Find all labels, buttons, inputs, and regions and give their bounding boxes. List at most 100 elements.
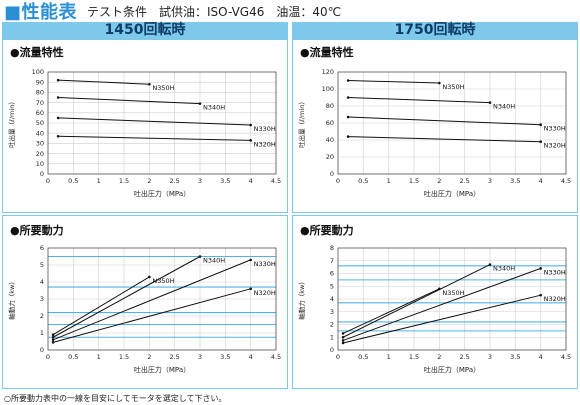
data-point (249, 258, 252, 262)
data-point (341, 332, 345, 335)
series-label-n340h: N340H (203, 257, 225, 265)
data-point (438, 81, 441, 85)
x-tick-label: 2.5 (459, 177, 469, 185)
y-tick-label: 6 (330, 270, 334, 278)
panel-power-1450 (2, 215, 288, 389)
x-tick-label: 4.5 (271, 177, 281, 185)
y-tick-label: 70 (36, 99, 44, 107)
series-label-n330h: N330H (544, 125, 566, 133)
x-tick-label: 2.5 (459, 353, 469, 361)
power-title-1450: ●所要動力 (10, 224, 64, 237)
x-tick-label: 3.5 (220, 177, 230, 185)
x-tick-label: 3 (198, 353, 202, 361)
series-line-n350h (52, 276, 150, 336)
y-tick-label: 10 (36, 160, 44, 168)
panel-flow-1750 (292, 39, 578, 213)
power-chart-1450: 0 0.5 1 1.5 2 2.5 3 3.5 4 4.5 0 1 2 3 4 5 6 吐出圧力（MPa） 軸動力（… (7, 244, 281, 374)
x-axis-label: 吐出圧力（MPa） (134, 365, 190, 374)
x-axis-label: 吐出圧力（MPa） (424, 365, 480, 374)
x-tick-label: 3 (198, 177, 202, 185)
data-point (249, 123, 252, 127)
x-tick-label: 1 (97, 177, 101, 185)
y-tick-label: 20 (36, 150, 44, 158)
data-point (198, 255, 202, 258)
y-tick-label: 2 (40, 312, 44, 320)
y-tick-label: 80 (36, 89, 44, 97)
data-point (148, 82, 151, 86)
y-tick-label: 0 (40, 346, 44, 354)
series-line-n340h (58, 97, 201, 105)
series-line-n340h (52, 256, 201, 338)
y-tick-label: 5 (40, 261, 44, 269)
x-tick-label: 4 (539, 177, 543, 185)
y-tick-label: 8 (330, 244, 334, 252)
y-tick-label: 2 (330, 321, 334, 329)
y-tick-label: 100 (32, 68, 44, 76)
data-point (56, 116, 60, 120)
series-label-n350h: N350H (152, 84, 174, 92)
data-point (198, 102, 202, 105)
x-tick-label: 2 (147, 177, 151, 185)
data-point (539, 140, 542, 143)
series-line-n320h (348, 136, 541, 143)
x-tick-label: 2 (437, 353, 441, 361)
series-line-n330h (52, 259, 251, 341)
series-line-n330h (342, 267, 541, 341)
data-point (148, 275, 151, 279)
data-point (341, 339, 345, 342)
data-point (51, 338, 55, 342)
data-point (51, 341, 55, 344)
series-label-n340h: N340H (203, 104, 225, 112)
y-tick-label: 40 (36, 129, 44, 137)
y-tick-label: 80 (326, 102, 334, 110)
y-tick-label: 0 (40, 170, 44, 178)
header: ■性能表 テスト条件 試供油：ISO-VG46 油温：40℃ (0, 0, 580, 23)
x-tick-label: 0.5 (68, 353, 78, 361)
data-point (51, 333, 55, 336)
panel-power-1750 (292, 215, 578, 389)
series-line-n330h (348, 116, 541, 126)
x-tick-label: 4.5 (271, 353, 281, 361)
column-header-1450: 1450回転時 (2, 22, 288, 39)
data-point (341, 335, 345, 339)
y-tick-label: 5 (330, 282, 334, 290)
series-line-n320h (52, 288, 251, 343)
plot-frame (337, 71, 567, 175)
series-label-n330h: N330H (544, 268, 566, 276)
x-tick-label: 4 (249, 353, 253, 361)
x-tick-label: 4 (539, 353, 543, 361)
x-tick-label: 3 (488, 177, 492, 185)
x-tick-label: 4 (249, 177, 253, 185)
y-tick-label: 7 (330, 257, 334, 265)
page-title: ■性能表 (4, 2, 78, 23)
series-label-n350h: N350H (442, 289, 464, 297)
y-tick-label: 1 (330, 333, 334, 341)
x-tick-label: 1 (387, 353, 391, 361)
x-tick-label: 0 (46, 353, 50, 361)
x-axis-label: 吐出圧力（MPa） (134, 189, 190, 198)
x-tick-label: 1.5 (119, 177, 129, 185)
x-tick-label: 4.5 (561, 353, 571, 361)
footnote: ○所要動力表中の一線を目安にしてモータを選定して下さい。 (4, 394, 227, 403)
flow-title-1750: ●流量特性 (300, 46, 354, 59)
x-tick-label: 3.5 (510, 353, 520, 361)
series-line-n340h (342, 264, 491, 338)
series-label-n350h: N350H (152, 277, 174, 285)
data-point (249, 139, 252, 142)
y-tick-label: 4 (40, 278, 44, 286)
x-tick-label: 0 (336, 177, 340, 185)
data-point (488, 101, 492, 104)
series-line-n330h (58, 117, 251, 126)
series-line-n340h (348, 97, 491, 104)
x-axis-label: 吐出圧力（MPa） (424, 189, 480, 198)
x-tick-label: 0 (46, 177, 50, 185)
series-line-n320h (342, 294, 541, 344)
y-axis-label: 吐出量（ℓ/min） (297, 98, 306, 148)
plot-frame (47, 71, 277, 175)
data-point (56, 78, 60, 82)
x-tick-label: 1.5 (409, 177, 419, 185)
y-tick-label: 50 (36, 119, 44, 127)
y-tick-label: 90 (36, 78, 44, 86)
y-tick-label: 20 (326, 153, 334, 161)
x-tick-label: 3.5 (510, 177, 520, 185)
